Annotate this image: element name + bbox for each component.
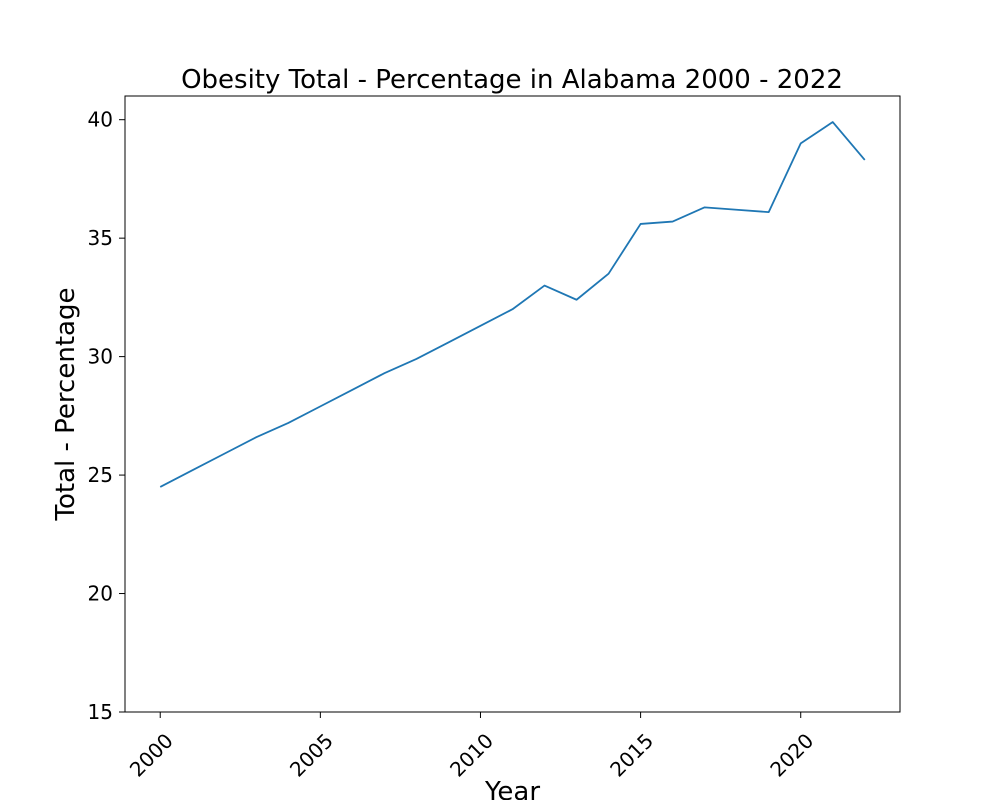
y-tick-label: 15	[88, 700, 113, 724]
y-tick-label: 35	[88, 226, 113, 250]
y-tick-label: 40	[88, 108, 113, 132]
y-tick-label: 25	[88, 463, 113, 487]
x-tick-label: 2015	[605, 729, 658, 782]
axes-frame	[124, 95, 901, 713]
x-axis-ticks: 2000 2005 2010 2015 2020	[125, 712, 818, 782]
y-tick-label: 20	[88, 582, 113, 606]
series-layer	[159, 121, 866, 488]
x-tick-label: 2020	[765, 729, 818, 782]
x-axis-label: Year	[484, 777, 540, 800]
x-tick-label: 2010	[445, 729, 498, 782]
plot-area	[124, 95, 901, 713]
y-axis-label: Total - Percentage	[51, 288, 81, 522]
chart-title: Obesity Total - Percentage in Alabama 20…	[181, 65, 843, 95]
y-tick-label: 30	[88, 345, 113, 369]
x-tick-label: 2000	[125, 729, 178, 782]
y-axis-ticks: 15 20 25 30 35 40	[88, 108, 125, 724]
series-line	[159, 121, 866, 488]
x-tick-label: 2005	[285, 729, 338, 782]
